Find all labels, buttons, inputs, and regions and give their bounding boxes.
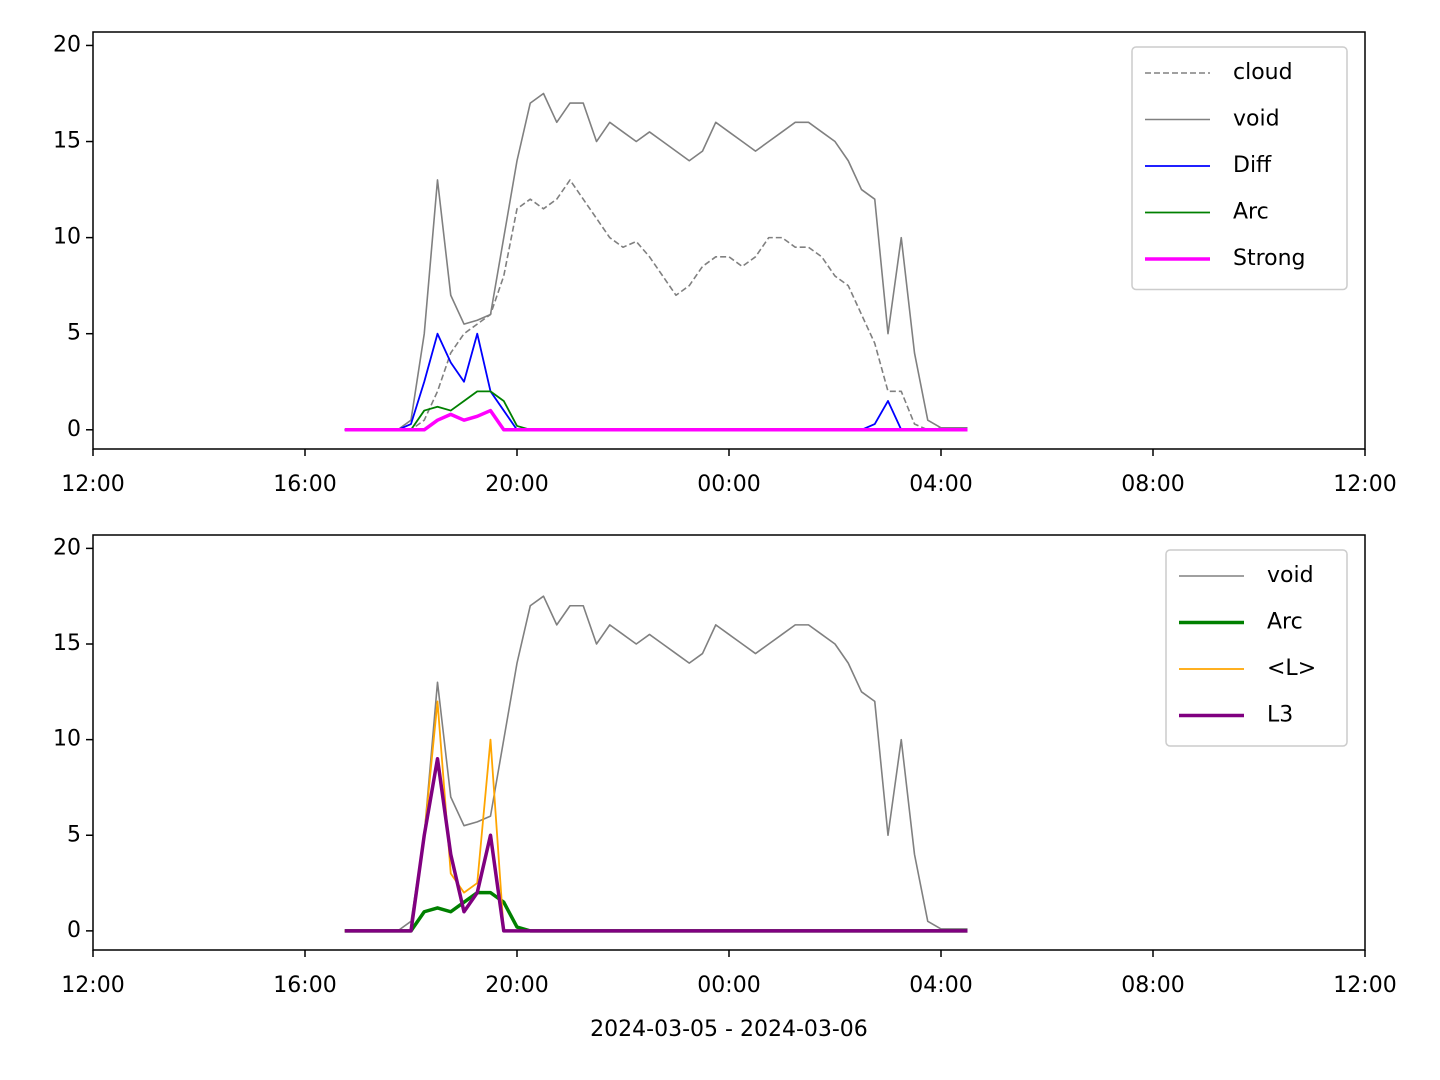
x-tick-label: 08:00 (1121, 973, 1184, 998)
y-tick-label: 5 (67, 822, 81, 847)
x-tick-label: 12:00 (61, 973, 124, 998)
legend-label: <L> (1267, 656, 1316, 681)
y-tick-label: 5 (67, 321, 81, 346)
legend-box (1165, 549, 1348, 747)
series-line (344, 595, 968, 932)
x-tick-label: 12:00 (1333, 472, 1396, 497)
y-tick-label: 10 (53, 225, 81, 250)
x-tick-label: 20:00 (485, 973, 548, 998)
legend-label: L3 (1267, 703, 1293, 728)
x-tick-label: 08:00 (1121, 472, 1184, 497)
x-tick-label: 12:00 (1333, 973, 1396, 998)
series-line (344, 179, 968, 431)
x-axis-label: 2024-03-05 - 2024-03-06 (590, 1017, 868, 1042)
axes-frame (92, 31, 1366, 450)
axes-frame (92, 534, 1366, 951)
y-tick-label: 15 (53, 129, 81, 154)
legend-label: Arc (1267, 610, 1303, 635)
y-tick-label: 15 (53, 631, 81, 656)
y-tick-label: 0 (67, 918, 81, 943)
x-tick-label: 16:00 (273, 973, 336, 998)
legend-box (1131, 46, 1348, 291)
legend-label: cloud (1233, 60, 1293, 85)
y-tick-label: 10 (53, 727, 81, 752)
x-tick-label: 16:00 (273, 472, 336, 497)
y-tick-label: 0 (67, 417, 81, 442)
x-tick-label: 00:00 (697, 472, 760, 497)
series-line (344, 408, 968, 432)
x-tick-label: 20:00 (485, 472, 548, 497)
x-tick-label: 12:00 (61, 472, 124, 497)
x-tick-label: 04:00 (909, 472, 972, 497)
series-line (344, 700, 968, 932)
y-tick-label: 20 (53, 32, 81, 57)
x-tick-label: 04:00 (909, 973, 972, 998)
x-tick-label: 00:00 (697, 973, 760, 998)
plot-area (344, 92, 968, 432)
y-tick-label: 20 (53, 535, 81, 560)
legend-label: Arc (1233, 200, 1269, 225)
series-line (344, 332, 968, 431)
plot-area (344, 595, 968, 933)
legend-label: Strong (1233, 246, 1306, 271)
legend-label: void (1233, 107, 1280, 132)
series-line (344, 757, 968, 933)
legend-label: void (1267, 563, 1314, 588)
series-line (344, 890, 968, 933)
series-line (344, 92, 968, 431)
legend-label: Diff (1233, 153, 1272, 178)
